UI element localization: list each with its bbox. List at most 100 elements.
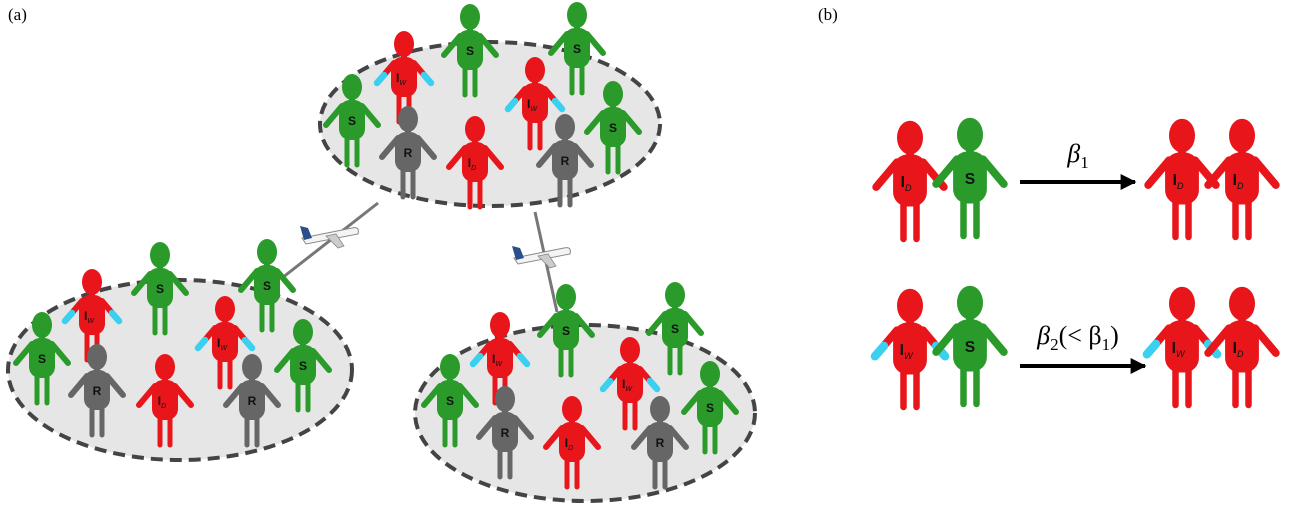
- person-label: R: [404, 146, 413, 160]
- label-letter: S: [562, 324, 570, 338]
- head: [398, 106, 418, 132]
- label-sub: W: [904, 351, 914, 361]
- body: [152, 380, 178, 420]
- body: [391, 57, 417, 97]
- body: [893, 323, 927, 375]
- rate-note: (< β: [1059, 321, 1102, 350]
- person: ID: [1208, 119, 1276, 237]
- head: [82, 269, 102, 295]
- rate-label: β2(< β1): [1036, 321, 1119, 354]
- label-sub: D: [161, 403, 166, 410]
- person-label: S: [609, 121, 617, 135]
- head: [567, 2, 587, 28]
- person-label: S: [38, 352, 46, 366]
- head: [603, 81, 623, 107]
- rate-sub: 2: [1050, 335, 1059, 354]
- label-sub: W: [1176, 349, 1186, 359]
- person-label: S: [466, 44, 474, 58]
- rate-symbol: β: [1066, 139, 1080, 168]
- label-letter: S: [263, 279, 271, 293]
- head: [342, 74, 362, 100]
- rate-sub: 1: [1080, 153, 1089, 172]
- head: [490, 312, 510, 338]
- head: [495, 386, 515, 412]
- head: [897, 289, 923, 323]
- body: [617, 363, 643, 403]
- panel-label: (a): [8, 5, 27, 24]
- person-label: R: [93, 384, 102, 398]
- head: [215, 296, 235, 322]
- body: [522, 83, 548, 123]
- label-letter: R: [501, 426, 510, 440]
- label-letter: S: [348, 114, 356, 128]
- head: [394, 31, 414, 57]
- panel-label: (b): [818, 5, 838, 24]
- head: [87, 344, 107, 370]
- label-letter: S: [965, 171, 975, 188]
- head: [440, 354, 460, 380]
- head: [665, 282, 685, 308]
- person-label: S: [671, 322, 679, 336]
- label-letter: S: [156, 282, 164, 296]
- head: [957, 118, 983, 152]
- person-label: S: [562, 324, 570, 338]
- person-label: S: [446, 394, 454, 408]
- label-sub: D: [905, 183, 912, 193]
- person-label: R: [501, 426, 510, 440]
- label-letter: S: [38, 352, 46, 366]
- body: [1165, 153, 1199, 205]
- person: S: [936, 286, 1004, 404]
- head: [465, 116, 485, 142]
- head: [257, 239, 277, 265]
- head: [150, 242, 170, 268]
- person: ID: [1148, 119, 1216, 237]
- label-letter: R: [561, 154, 570, 168]
- head: [525, 57, 545, 83]
- head: [555, 114, 575, 140]
- person: IW: [1147, 287, 1217, 405]
- diagram: (a) (b) SSIWIWSRIDRSSSIWIWSRIDRSSSIWIWSR…: [0, 0, 1299, 507]
- head: [562, 396, 582, 422]
- head: [293, 319, 313, 345]
- label-letter: S: [299, 359, 307, 373]
- person-label: S: [348, 114, 356, 128]
- body: [487, 338, 513, 378]
- label-sub: D: [1237, 349, 1244, 359]
- person-label: S: [263, 279, 271, 293]
- person-label: S: [706, 401, 714, 415]
- person-label: R: [248, 394, 257, 408]
- label-letter: R: [404, 146, 413, 160]
- body: [559, 422, 585, 462]
- label-letter: S: [466, 44, 474, 58]
- head: [1169, 287, 1195, 321]
- label-sub: D: [1237, 181, 1244, 191]
- airplane: [300, 226, 358, 248]
- body: [893, 155, 927, 207]
- head: [1169, 119, 1195, 153]
- body: [212, 322, 238, 362]
- label-letter: R: [93, 384, 102, 398]
- airplane: [512, 246, 570, 268]
- person-label: R: [561, 154, 570, 168]
- rate-label: β1: [1066, 139, 1088, 172]
- label-letter: S: [573, 42, 581, 56]
- label-sub: D: [568, 445, 573, 452]
- person-label: S: [965, 339, 975, 356]
- label-letter: S: [671, 322, 679, 336]
- label-letter: S: [609, 121, 617, 135]
- head: [650, 396, 670, 422]
- mask: [875, 346, 884, 356]
- rate-close: ): [1110, 321, 1119, 350]
- head: [1229, 287, 1255, 321]
- body: [1225, 321, 1259, 373]
- person: ID: [1208, 287, 1276, 405]
- head: [242, 354, 262, 380]
- label-letter: S: [446, 394, 454, 408]
- body: [1165, 321, 1199, 373]
- body: [462, 142, 488, 182]
- head: [620, 337, 640, 363]
- label-letter: S: [706, 401, 714, 415]
- label-letter: S: [965, 339, 975, 356]
- head: [957, 286, 983, 320]
- label-letter: R: [248, 394, 257, 408]
